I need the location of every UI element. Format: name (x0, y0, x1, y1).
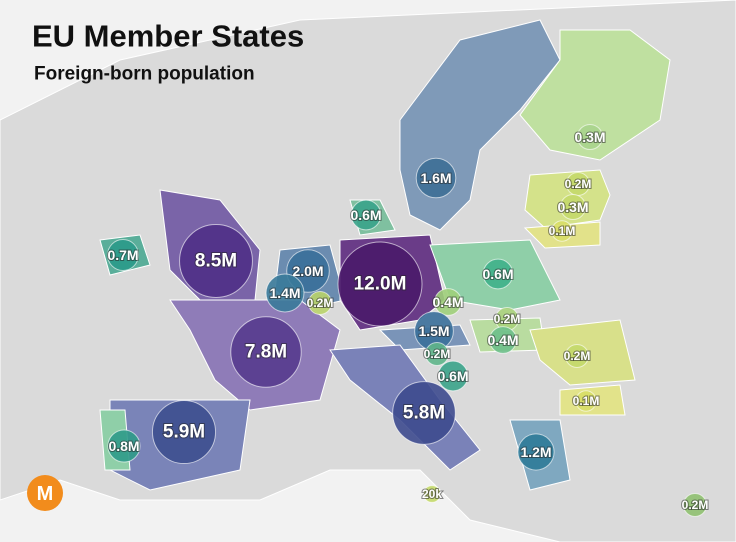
bubble (423, 485, 441, 503)
logo: M (37, 483, 54, 505)
bubble (559, 193, 587, 221)
bubble (437, 360, 469, 392)
bubble-label: 0.4M (432, 294, 463, 310)
bubble-label: 0.3M (574, 129, 605, 145)
bubble (415, 157, 457, 199)
bubble-label: 1.4M (269, 285, 300, 301)
bubble-label: 7.8M (245, 342, 287, 363)
bubble-label: 0.3M (557, 199, 588, 215)
subtitle: Foreign-born population (34, 64, 255, 85)
bubble-label: 0.1M (573, 394, 600, 408)
bubble (564, 343, 590, 369)
logo-badge (27, 475, 63, 511)
bubble (230, 316, 302, 388)
bubble (151, 399, 217, 465)
bubble-label: 20k (422, 487, 442, 501)
bubble-label: 0.2M (682, 498, 709, 512)
bubble (575, 390, 597, 412)
bubble (179, 224, 253, 298)
bubble (489, 326, 517, 354)
bubble-label: 0.6M (482, 266, 513, 282)
bubble-label: 0.6M (437, 368, 468, 384)
bubble-label: 1.5M (418, 323, 449, 339)
bubble (517, 433, 555, 471)
bubble (265, 273, 305, 313)
bubble (576, 123, 604, 151)
bubble-label: 12.0M (354, 274, 407, 295)
bubble (682, 492, 708, 518)
bubble-label: 0.1M (549, 224, 576, 238)
bubble (392, 381, 456, 445)
bubble (482, 258, 514, 290)
bubble-label: 0.8M (108, 438, 139, 454)
bubble-label: 1.2M (520, 444, 551, 460)
bubble-label: 0.2M (424, 347, 451, 361)
bubble-label: 0.7M (107, 247, 138, 263)
bubble (551, 220, 573, 242)
bubble (337, 241, 423, 327)
bubble-label: 5.8M (403, 403, 445, 424)
bubble-label: 2.0M (292, 263, 323, 279)
bubble (107, 429, 141, 463)
bubble-label: 5.9M (163, 422, 205, 443)
bubble (424, 341, 450, 367)
bubble-label: 0.6M (350, 207, 381, 223)
bubble (434, 288, 462, 316)
bubble-label: 0.2M (494, 312, 521, 326)
bubble-label: 0.4M (487, 332, 518, 348)
bubble-label: 0.2M (307, 296, 334, 310)
title: EU Member States (32, 19, 304, 54)
bubble (307, 290, 333, 316)
bubble-label: 0.2M (564, 349, 591, 363)
bubble-label: 8.5M (195, 251, 237, 272)
bubble-label: 0.2M (565, 177, 592, 191)
bubble-label: 1.6M (420, 170, 451, 186)
bubble (350, 199, 382, 231)
bubble (107, 239, 139, 271)
